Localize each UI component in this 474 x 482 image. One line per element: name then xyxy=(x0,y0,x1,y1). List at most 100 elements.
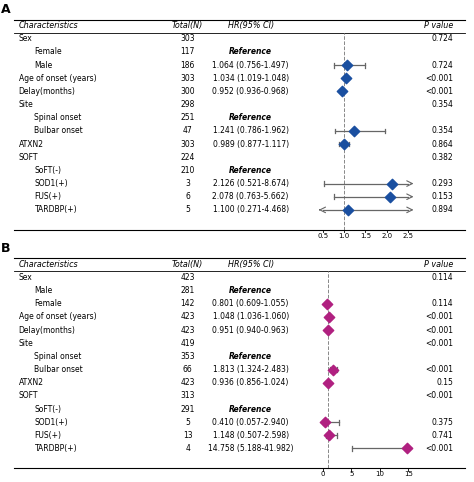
Text: Site: Site xyxy=(18,100,34,109)
Text: 353: 353 xyxy=(180,352,195,361)
Text: 0.989 (0.877-1.117): 0.989 (0.877-1.117) xyxy=(212,140,289,148)
Text: SOD1(+): SOD1(+) xyxy=(35,179,68,188)
Text: <0.001: <0.001 xyxy=(425,325,453,335)
Point xyxy=(388,180,396,187)
Text: ATXN2: ATXN2 xyxy=(18,140,44,148)
Text: 0.952 (0.936-0.968): 0.952 (0.936-0.968) xyxy=(212,87,289,96)
Text: 423: 423 xyxy=(180,325,195,335)
Text: Site: Site xyxy=(18,339,34,348)
Text: 281: 281 xyxy=(181,286,195,295)
Text: 1.100 (0.271-4.468): 1.100 (0.271-4.468) xyxy=(212,205,289,214)
Text: 2.5: 2.5 xyxy=(403,232,414,239)
Text: <0.001: <0.001 xyxy=(425,391,453,401)
Text: Male: Male xyxy=(35,61,53,69)
Text: Spinal onset: Spinal onset xyxy=(35,113,82,122)
Text: 186: 186 xyxy=(181,61,195,69)
Text: HR(95% CI): HR(95% CI) xyxy=(228,21,273,30)
Text: Female: Female xyxy=(35,48,62,56)
Text: 224: 224 xyxy=(181,153,195,162)
Text: <0.001: <0.001 xyxy=(425,312,453,321)
Text: 0.410 (0.057-2.940): 0.410 (0.057-2.940) xyxy=(212,418,289,427)
Text: 1.034 (1.019-1.048): 1.034 (1.019-1.048) xyxy=(212,74,289,83)
Text: Total(N): Total(N) xyxy=(172,260,203,269)
Text: 313: 313 xyxy=(180,391,195,401)
Text: 0.382: 0.382 xyxy=(432,153,453,162)
Text: 15: 15 xyxy=(404,471,413,477)
Text: Bulbar onset: Bulbar onset xyxy=(35,365,83,374)
Text: 117: 117 xyxy=(181,48,195,56)
Text: Male: Male xyxy=(35,286,53,295)
Text: <0.001: <0.001 xyxy=(425,365,453,374)
Text: ATXN2: ATXN2 xyxy=(18,378,44,387)
Text: FUS(+): FUS(+) xyxy=(35,192,62,201)
Text: 0.936 (0.856-1.024): 0.936 (0.856-1.024) xyxy=(212,378,289,387)
Text: 2.0: 2.0 xyxy=(381,232,392,239)
Text: 291: 291 xyxy=(181,404,195,414)
Text: 1.813 (1.324-2.483): 1.813 (1.324-2.483) xyxy=(213,365,289,374)
Text: Reference: Reference xyxy=(229,286,272,295)
Point xyxy=(403,444,410,452)
Text: 300: 300 xyxy=(180,87,195,96)
Text: 303: 303 xyxy=(180,34,195,43)
Text: Reference: Reference xyxy=(229,166,272,175)
Text: 4: 4 xyxy=(185,444,190,453)
Text: 0.15: 0.15 xyxy=(437,378,453,387)
Text: 10: 10 xyxy=(375,471,384,477)
Text: 0: 0 xyxy=(320,471,325,477)
Point xyxy=(345,206,352,214)
Text: 0.741: 0.741 xyxy=(431,431,453,440)
Text: 1.241 (0.786-1.962): 1.241 (0.786-1.962) xyxy=(213,126,289,135)
Text: SOFT: SOFT xyxy=(18,391,38,401)
Text: 14.758 (5.188-41.982): 14.758 (5.188-41.982) xyxy=(208,444,293,453)
Text: 0.153: 0.153 xyxy=(431,192,453,201)
Text: 13: 13 xyxy=(183,431,192,440)
Text: Characteristics: Characteristics xyxy=(18,260,78,269)
Point xyxy=(386,193,394,201)
Point xyxy=(329,366,337,374)
Text: SoFT(-): SoFT(-) xyxy=(35,404,62,414)
Text: 0.354: 0.354 xyxy=(431,100,453,109)
Text: 423: 423 xyxy=(180,378,195,387)
Text: 0.724: 0.724 xyxy=(431,61,453,69)
Text: 0.951 (0.940-0.963): 0.951 (0.940-0.963) xyxy=(212,325,289,335)
Text: 3: 3 xyxy=(185,179,190,188)
Text: Reference: Reference xyxy=(229,352,272,361)
Text: 298: 298 xyxy=(181,100,195,109)
Text: B: B xyxy=(1,242,10,255)
Text: 210: 210 xyxy=(181,166,195,175)
Text: P value: P value xyxy=(424,21,453,30)
Point xyxy=(325,313,332,321)
Text: TARDBP(+): TARDBP(+) xyxy=(35,205,77,214)
Text: 0.894: 0.894 xyxy=(431,205,453,214)
Point xyxy=(338,88,346,95)
Text: 47: 47 xyxy=(182,126,192,135)
Text: SOFT: SOFT xyxy=(18,153,38,162)
Text: 0.114: 0.114 xyxy=(432,273,453,282)
Point xyxy=(340,140,347,148)
Text: <0.001: <0.001 xyxy=(425,444,453,453)
Point xyxy=(342,74,349,82)
Text: 0.375: 0.375 xyxy=(431,418,453,427)
Text: Spinal onset: Spinal onset xyxy=(35,352,82,361)
Text: <0.001: <0.001 xyxy=(425,74,453,83)
Text: 5: 5 xyxy=(185,418,190,427)
Text: Delay(months): Delay(months) xyxy=(18,325,75,335)
Text: <0.001: <0.001 xyxy=(425,339,453,348)
Text: 0.354: 0.354 xyxy=(431,126,453,135)
Text: Characteristics: Characteristics xyxy=(18,21,78,30)
Text: Age of onset (years): Age of onset (years) xyxy=(18,312,96,321)
Text: 419: 419 xyxy=(180,339,195,348)
Text: Delay(months): Delay(months) xyxy=(18,87,75,96)
Text: 0.724: 0.724 xyxy=(431,34,453,43)
Text: Reference: Reference xyxy=(229,113,272,122)
Text: A: A xyxy=(1,3,10,16)
Text: 5: 5 xyxy=(349,471,354,477)
Text: Age of onset (years): Age of onset (years) xyxy=(18,74,96,83)
Text: 1.048 (1.036-1.060): 1.048 (1.036-1.060) xyxy=(212,312,289,321)
Text: HR(95% CI): HR(95% CI) xyxy=(228,260,273,269)
Text: Sex: Sex xyxy=(18,273,33,282)
Text: Reference: Reference xyxy=(229,48,272,56)
Text: 251: 251 xyxy=(181,113,195,122)
Text: 0.5: 0.5 xyxy=(317,232,328,239)
Text: 142: 142 xyxy=(181,299,195,308)
